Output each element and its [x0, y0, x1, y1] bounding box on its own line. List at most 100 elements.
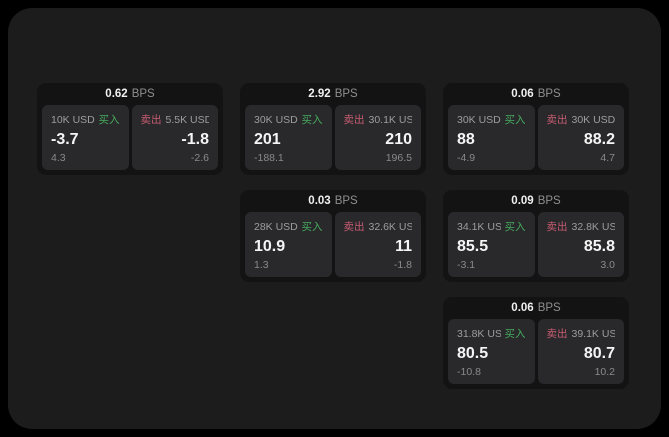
quotes-window: 0.62 BPS 10K USD 买入 -3.7 4.3 卖出 5.5K USD…	[8, 8, 661, 429]
buy-panel[interactable]: 34.1K USD 买入 85.5 -3.1	[448, 212, 535, 277]
buy-sub-value: -3.1	[457, 259, 476, 271]
spread-unit-label: BPS	[537, 302, 561, 314]
sell-sub-value: 3.0	[600, 259, 615, 271]
buy-panel-header: 31.8K USD 买入	[457, 326, 526, 341]
buy-price: -3.7	[51, 130, 79, 148]
spread-value: 0.09	[511, 195, 534, 207]
sell-amount: 5.5K USD	[165, 114, 210, 126]
buy-price: 88	[457, 130, 475, 148]
buy-panel[interactable]: 30K USD 买入 88 -4.9	[448, 105, 535, 170]
sell-panel[interactable]: 卖出 30K USD 88.2 4.7	[537, 105, 624, 170]
sell-panel[interactable]: 卖出 32.6K USD 11 -1.8	[334, 212, 421, 277]
sell-panel-header: 卖出 5.5K USD	[141, 112, 210, 127]
sell-price: 85.8	[583, 237, 615, 255]
buy-panel-header: 30K USD 买入	[254, 112, 323, 127]
buy-panel-header: 10K USD 买入	[51, 112, 120, 127]
sell-sub-value: 196.5	[385, 152, 412, 164]
sell-tag: 卖出	[343, 114, 365, 126]
buy-price: 10.9	[254, 237, 286, 255]
card-header: 0.06 BPS	[443, 83, 629, 105]
spread-unit-label: BPS	[131, 88, 155, 100]
buy-amount: 31.8K USD	[457, 328, 501, 340]
quote-panels: 30K USD 买入 201 -188.1 卖出 30.1K USD 210 1…	[240, 105, 426, 175]
buy-tag: 买入	[301, 221, 323, 233]
sell-amount: 30K USD	[571, 114, 616, 126]
quote-card[interactable]: 0.06 BPS 30K USD 买入 88 -4.9 卖出 30K USD 8…	[443, 83, 629, 175]
buy-price: 201	[254, 130, 281, 148]
sell-price: -1.8	[181, 130, 209, 148]
card-header: 2.92 BPS	[240, 83, 426, 105]
buy-sub-value: 4.3	[51, 152, 66, 164]
spread-value: 0.06	[511, 88, 534, 100]
quote-card[interactable]: 2.92 BPS 30K USD 买入 201 -188.1 卖出 30.1K …	[240, 83, 426, 175]
quote-card[interactable]: 0.09 BPS 34.1K USD 买入 85.5 -3.1 卖出 32.8K…	[443, 190, 629, 282]
spread-unit-label: BPS	[334, 88, 358, 100]
sell-amount: 30.1K USD	[368, 114, 413, 126]
buy-price: 80.5	[457, 344, 489, 362]
buy-amount: 28K USD	[254, 221, 298, 233]
sell-tag: 卖出	[546, 221, 568, 233]
quote-card[interactable]: 0.03 BPS 28K USD 买入 10.9 1.3 卖出 32.6K US…	[240, 190, 426, 282]
quote-panels: 34.1K USD 买入 85.5 -3.1 卖出 32.8K USD 85.8…	[443, 212, 629, 282]
sell-amount: 39.1K USD	[571, 328, 616, 340]
buy-panel[interactable]: 30K USD 买入 201 -188.1	[245, 105, 332, 170]
sell-sub-value: 10.2	[594, 366, 615, 378]
quote-card[interactable]: 0.06 BPS 31.8K USD 买入 80.5 -10.8 卖出 39.1…	[443, 297, 629, 389]
quote-panels: 30K USD 买入 88 -4.9 卖出 30K USD 88.2 4.7	[443, 105, 629, 175]
sell-panel-header: 卖出 32.8K USD	[547, 219, 616, 234]
card-header: 0.06 BPS	[443, 297, 629, 319]
quote-card-grid: 0.62 BPS 10K USD 买入 -3.7 4.3 卖出 5.5K USD…	[37, 83, 629, 389]
buy-panel[interactable]: 31.8K USD 买入 80.5 -10.8	[448, 319, 535, 384]
card-header: 0.03 BPS	[240, 190, 426, 212]
buy-amount: 30K USD	[457, 114, 501, 126]
sell-panel-header: 卖出 30.1K USD	[344, 112, 413, 127]
spread-value: 0.62	[105, 88, 128, 100]
sell-panel[interactable]: 卖出 30.1K USD 210 196.5	[334, 105, 421, 170]
buy-tag: 买入	[504, 328, 526, 340]
buy-price: 85.5	[457, 237, 489, 255]
sell-tag: 卖出	[546, 328, 568, 340]
card-header: 0.62 BPS	[37, 83, 223, 105]
sell-tag: 卖出	[546, 114, 568, 126]
sell-panel-header: 卖出 32.6K USD	[344, 219, 413, 234]
buy-tag: 买入	[301, 114, 323, 126]
sell-price: 11	[395, 237, 412, 255]
buy-sub-value: -4.9	[457, 152, 476, 164]
sell-panel-header: 卖出 30K USD	[547, 112, 616, 127]
sell-amount: 32.6K USD	[368, 221, 413, 233]
sell-tag: 卖出	[343, 221, 365, 233]
buy-panel[interactable]: 28K USD 买入 10.9 1.3	[245, 212, 332, 277]
spread-unit-label: BPS	[537, 195, 561, 207]
buy-sub-value: 1.3	[254, 259, 269, 271]
buy-sub-value: -188.1	[254, 152, 284, 164]
buy-amount: 30K USD	[254, 114, 298, 126]
quote-panels: 28K USD 买入 10.9 1.3 卖出 32.6K USD 11 -1.8	[240, 212, 426, 282]
quote-panels: 10K USD 买入 -3.7 4.3 卖出 5.5K USD -1.8 -2.…	[37, 105, 223, 175]
sell-panel[interactable]: 卖出 39.1K USD 80.7 10.2	[537, 319, 624, 384]
buy-tag: 买入	[504, 114, 526, 126]
sell-sub-value: -1.8	[393, 259, 412, 271]
buy-amount: 34.1K USD	[457, 221, 501, 233]
buy-sub-value: -10.8	[457, 366, 481, 378]
buy-panel[interactable]: 10K USD 买入 -3.7 4.3	[42, 105, 129, 170]
buy-tag: 买入	[504, 221, 526, 233]
spread-value: 0.03	[308, 195, 331, 207]
sell-panel[interactable]: 卖出 5.5K USD -1.8 -2.6	[131, 105, 218, 170]
sell-price: 88.2	[583, 130, 615, 148]
spread-unit-label: BPS	[334, 195, 358, 207]
spread-value: 0.06	[511, 302, 534, 314]
sell-sub-value: 4.7	[600, 152, 615, 164]
card-header: 0.09 BPS	[443, 190, 629, 212]
sell-tag: 卖出	[140, 114, 162, 126]
buy-amount: 10K USD	[51, 114, 95, 126]
sell-amount: 32.8K USD	[571, 221, 616, 233]
quote-card[interactable]: 0.62 BPS 10K USD 买入 -3.7 4.3 卖出 5.5K USD…	[37, 83, 223, 175]
sell-panel-header: 卖出 39.1K USD	[547, 326, 616, 341]
buy-panel-header: 30K USD 买入	[457, 112, 526, 127]
sell-sub-value: -2.6	[190, 152, 209, 164]
spread-unit-label: BPS	[537, 88, 561, 100]
sell-panel[interactable]: 卖出 32.8K USD 85.8 3.0	[537, 212, 624, 277]
quote-panels: 31.8K USD 买入 80.5 -10.8 卖出 39.1K USD 80.…	[443, 319, 629, 389]
spread-value: 2.92	[308, 88, 331, 100]
buy-tag: 买入	[98, 114, 120, 126]
